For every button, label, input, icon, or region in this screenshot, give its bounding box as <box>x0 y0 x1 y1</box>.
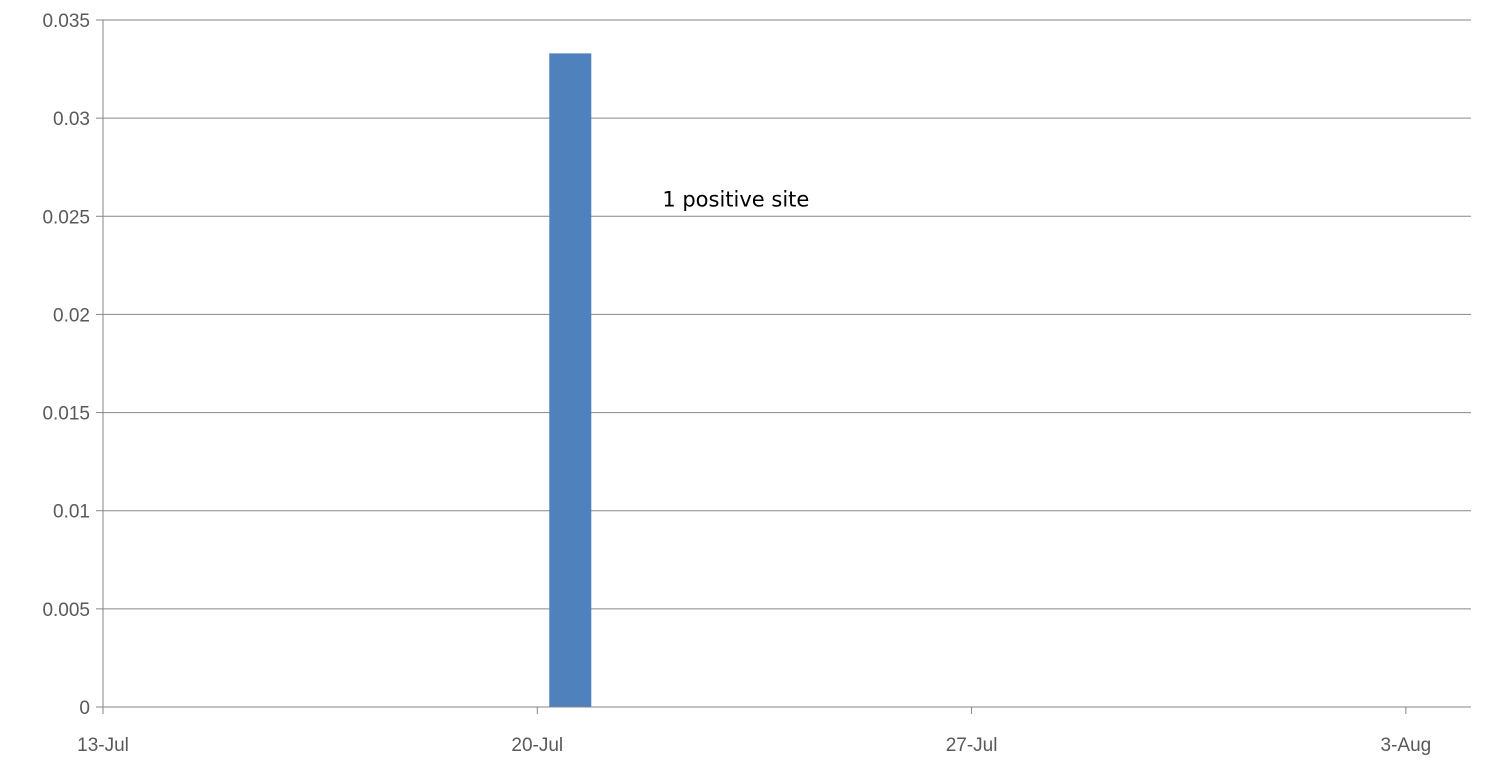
x-tick-label: 27-Jul <box>946 735 998 756</box>
x-tick-label: 13-Jul <box>77 735 129 756</box>
x-tick-label: 3-Aug <box>1381 735 1432 756</box>
y-tick-label: 0 <box>79 698 90 719</box>
y-tick-label: 0.035 <box>42 11 90 32</box>
bar <box>549 53 592 707</box>
y-tick-label: 0.005 <box>42 600 90 621</box>
y-tick-labels: 0 0.005 0.01 0.015 0.02 0.025 0.03 0.035 <box>42 11 90 719</box>
bars <box>549 53 592 707</box>
annotation-text: 1 positive site <box>662 187 809 211</box>
y-tick-label: 0.01 <box>53 502 90 523</box>
y-tick-label: 0.015 <box>42 404 90 425</box>
y-tick-label: 0.03 <box>53 109 90 130</box>
y-tick-label: 0.025 <box>42 207 90 228</box>
x-tick-labels: 13-Jul 20-Jul 27-Jul 3-Aug <box>77 735 1431 756</box>
gridlines <box>103 19 1471 610</box>
y-tick-label: 0.02 <box>53 305 90 326</box>
axes <box>96 19 1471 714</box>
x-tick-label: 20-Jul <box>511 735 563 756</box>
annotations: 1 positive site <box>662 187 809 211</box>
